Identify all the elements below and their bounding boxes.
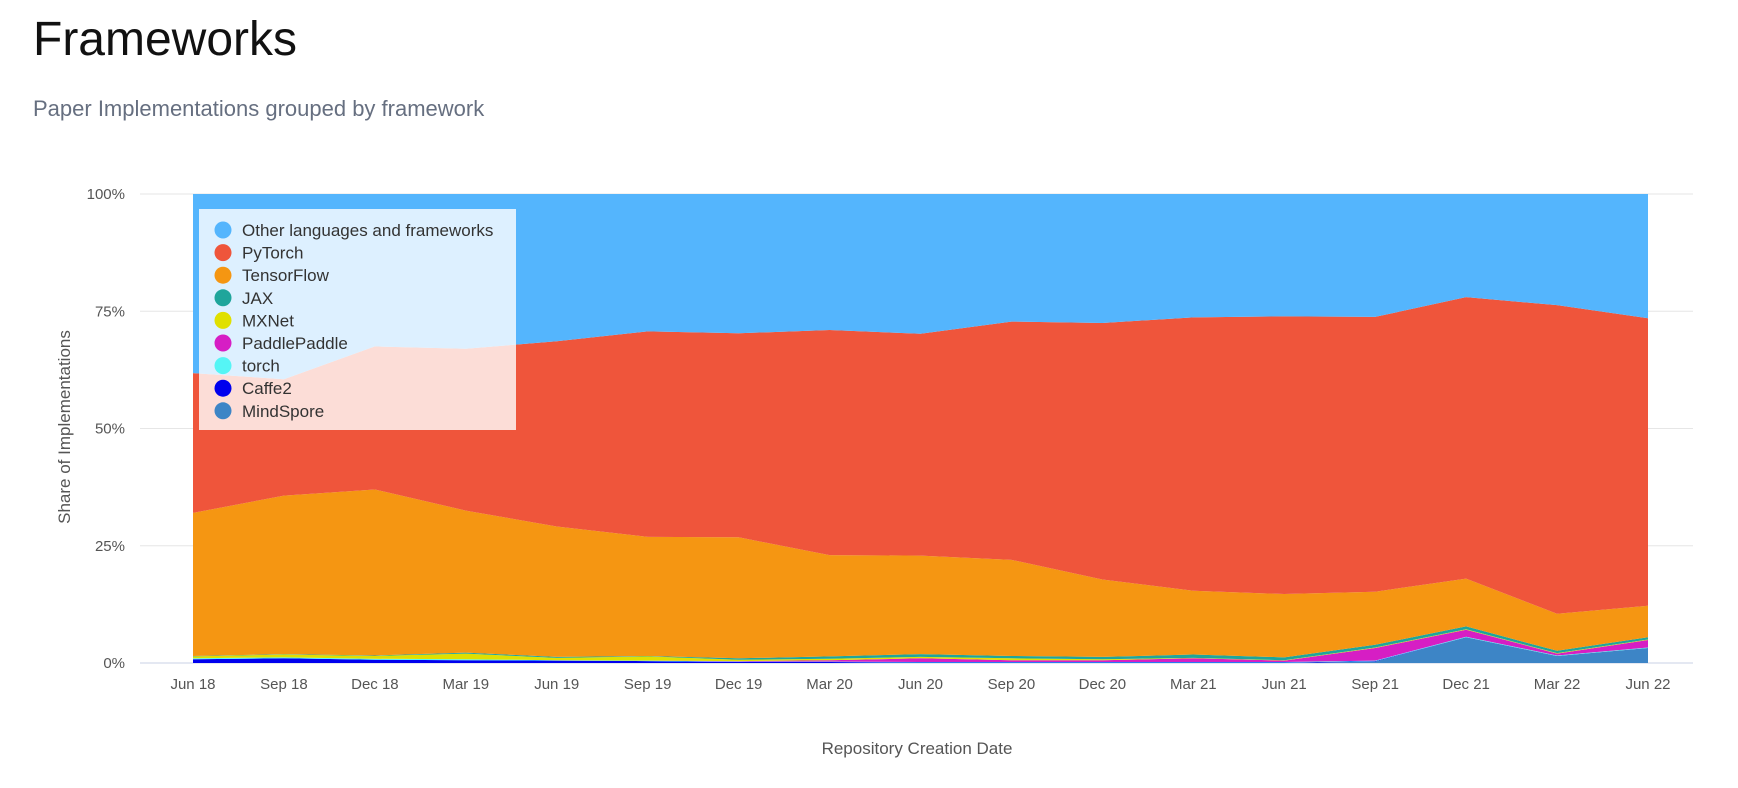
area-series-group [193,194,1648,663]
x-tick-label: Jun 19 [534,676,579,693]
page-subtitle: Paper Implementations grouped by framewo… [33,96,485,121]
legend-label-other-languages-and-frameworks: Other languages and frameworks [242,221,493,240]
x-tick-label: Jun 22 [1625,676,1670,693]
y-tick-label: 75% [95,303,125,320]
x-tick-label: Sep 18 [260,676,308,693]
area-other-languages-and-frameworks [193,194,1648,380]
legend-swatch-caffe2 [214,379,232,397]
legend-swatch-jax [214,289,232,307]
x-tick-label: Jun 18 [170,676,215,693]
legend-label-tensorflow: TensorFlow [242,266,330,285]
y-axis-ticks: 0% 25% 50% 75% 100% [87,186,125,672]
x-tick-label: Dec 21 [1442,676,1490,693]
x-axis-ticks: Jun 18 Sep 18 Dec 18 Mar 19 Jun 19 Sep 19 Dec … [170,676,1670,693]
x-tick-label: Jun 21 [1262,676,1307,693]
legend-swatch-paddlepaddle [214,334,232,352]
legend-swatch-mxnet [214,311,232,329]
x-tick-label: Dec 19 [715,676,763,693]
x-tick-label: Mar 21 [1170,676,1217,693]
y-axis-title: Share of Implementations [55,330,74,524]
legend-swatch-torch [214,357,232,375]
x-tick-label: Mar 19 [442,676,489,693]
area-caffe2 [193,637,1648,663]
page-title: Frameworks [33,13,298,66]
legend-background [199,209,516,430]
legend-label-pytorch: PyTorch [242,244,303,263]
area-pytorch [193,297,1648,614]
y-tick-label: 25% [95,538,125,555]
legend-swatch-tensorflow [214,266,232,284]
y-tick-label: 50% [95,421,125,438]
legend-swatch-mindspore [214,402,232,420]
x-tick-label: Sep 21 [1351,676,1399,693]
y-tick-label: 0% [103,655,125,672]
legend-swatch-pytorch [214,244,232,262]
legend-label-mxnet: MXNet [242,311,294,330]
legend-label-paddlepaddle: PaddlePaddle [242,334,348,353]
x-tick-label: Sep 19 [624,676,672,693]
legend-label-caffe2: Caffe2 [242,379,292,398]
x-axis-title: Repository Creation Date [822,739,1013,758]
area-mindspore [193,637,1648,663]
y-tick-label: 100% [87,186,125,203]
x-tick-label: Jun 20 [898,676,943,693]
area-mxnet [193,629,1648,662]
legend-swatch-other-languages-and-frameworks [214,221,232,239]
x-tick-label: Mar 22 [1534,676,1581,693]
area-tensorflow [193,489,1648,659]
x-tick-label: Dec 18 [351,676,399,693]
legend-label-mindspore: MindSpore [242,402,324,421]
x-tick-label: Sep 20 [988,676,1036,693]
x-tick-label: Mar 20 [806,676,853,693]
legend: Other languages and frameworks PyTorch Ten… [199,209,516,430]
legend-label-jax: JAX [242,289,273,308]
legend-label-torch: torch [242,357,280,376]
x-tick-label: Dec 20 [1079,676,1127,693]
